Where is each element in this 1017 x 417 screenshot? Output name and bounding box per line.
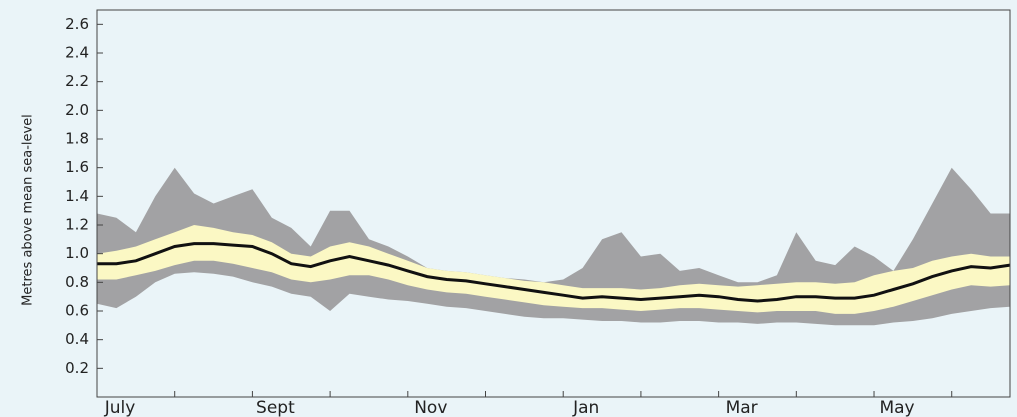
y-tick-label: 1.2: [65, 216, 89, 234]
y-tick-label: 2.4: [65, 44, 89, 62]
x-tick-label: July: [104, 398, 136, 417]
y-tick-label: 1.4: [65, 187, 89, 205]
y-tick-label: 0.2: [65, 359, 89, 377]
plot-frame: [96, 9, 1011, 398]
range-band: [97, 225, 1010, 314]
y-tick-label: 0.4: [65, 330, 89, 348]
y-tick-label: 0.8: [65, 273, 89, 291]
x-tick-label: Mar: [726, 398, 758, 417]
mean-line: [97, 242, 1011, 303]
y-tick-label: 1.6: [65, 158, 89, 176]
x-tick-label: Sept: [256, 398, 295, 417]
y-tick-label: 1.0: [65, 244, 89, 262]
x-tick-label: Jan: [572, 398, 599, 417]
x-tick-label: May: [879, 398, 914, 417]
y-tick-label: 2.2: [65, 72, 89, 90]
y-axis-label: Metres above mean sea-level: [21, 114, 36, 306]
y-tick-label: 2.0: [65, 101, 89, 119]
y-tick-label: 0.6: [65, 302, 89, 320]
y-tick-label: 2.6: [65, 15, 89, 33]
x-tick-label: Nov: [414, 398, 447, 417]
y-tick-label: 1.8: [65, 130, 89, 148]
